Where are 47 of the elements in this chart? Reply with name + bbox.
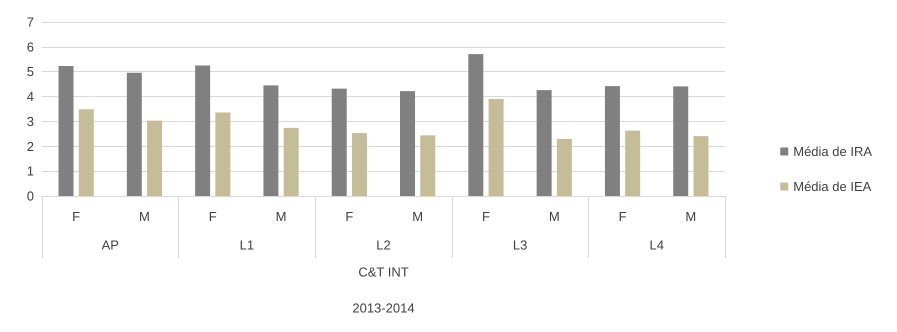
bar [625, 130, 640, 196]
x-tick-label: F [72, 209, 80, 224]
x-tick-label: M [276, 209, 286, 224]
bar [488, 99, 504, 196]
bar [693, 136, 708, 196]
text: L2 [376, 238, 391, 252]
bar [263, 85, 278, 196]
bar [147, 120, 162, 196]
legend-label: Média de IRA [793, 144, 872, 159]
text: L1 [240, 238, 254, 252]
x-tick-label: M [685, 209, 696, 224]
x-tick-label: M [548, 209, 560, 224]
bar [332, 88, 347, 196]
x-tick-label: M [412, 209, 424, 224]
y-tick-label: 0 [26, 188, 34, 204]
y-tick-label: 2 [26, 138, 34, 154]
y-tick-label: 4 [26, 89, 34, 104]
x-tick-label: M [139, 209, 150, 224]
bar [352, 133, 367, 196]
text: L3 [512, 238, 528, 252]
bar [536, 90, 552, 196]
bar [468, 54, 484, 196]
y-tick-label: 1 [26, 164, 34, 179]
y-tick-label: 5 [26, 64, 34, 80]
x-tick-label: F [208, 209, 217, 224]
bar [556, 138, 572, 196]
text: L4 [649, 238, 664, 252]
bar [78, 109, 94, 196]
bar [195, 66, 210, 196]
bar [284, 128, 299, 196]
text: 2013-2014 [352, 300, 415, 316]
x-tick-label: F [345, 209, 354, 224]
x-tick-label: F [482, 209, 490, 224]
bar [400, 91, 416, 196]
y-tick-label: 6 [26, 39, 34, 54]
bar [215, 112, 230, 196]
legend-label: Média de IEA [793, 179, 872, 194]
bar [126, 72, 142, 196]
y-tick-label: 3 [26, 114, 34, 129]
bar [420, 135, 436, 196]
y-tick-label: 7 [26, 14, 34, 30]
text: AP [102, 238, 119, 252]
text: C&T INT [358, 264, 409, 280]
bar [604, 86, 620, 196]
bar [58, 66, 74, 196]
x-tick-label: F [618, 209, 627, 224]
bar [673, 86, 688, 196]
